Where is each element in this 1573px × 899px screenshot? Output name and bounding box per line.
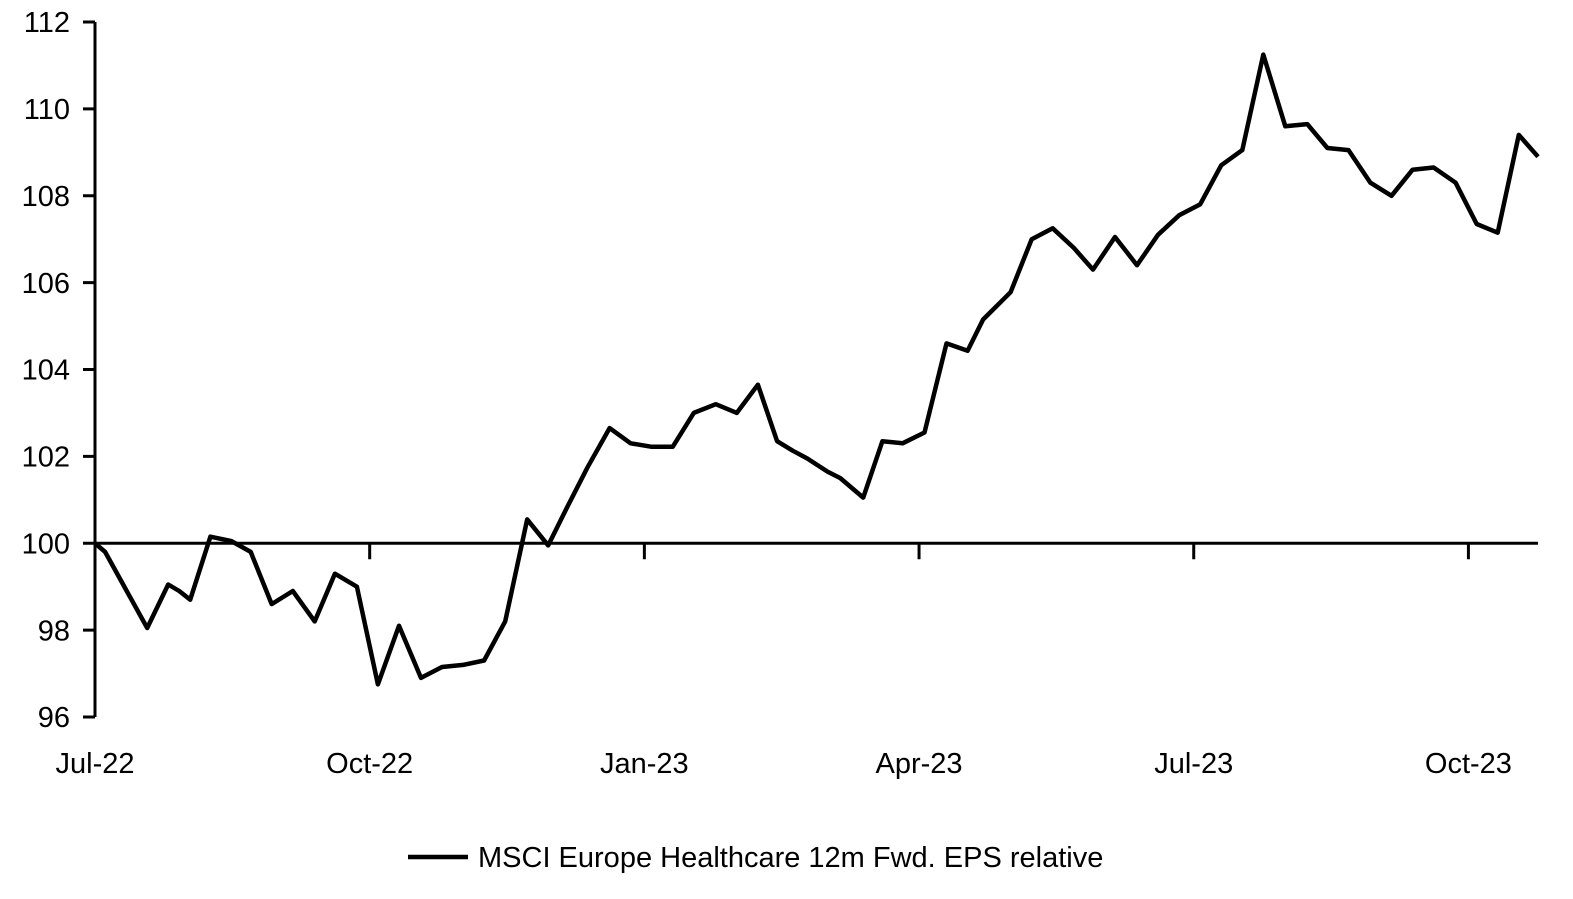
x-tick-label: Jul-23 [1154, 748, 1233, 780]
x-tick-label: Oct-23 [1425, 748, 1512, 780]
eps-relative-line [93, 52, 1540, 687]
y-tick-label: 110 [24, 94, 70, 126]
y-tick-label: 106 [22, 268, 70, 300]
y-tick-label: 102 [22, 442, 70, 474]
x-tick-label: Oct-22 [326, 748, 413, 780]
y-tick-label: 100 [22, 528, 70, 560]
data-series [93, 52, 1540, 687]
y-tick-label: 104 [22, 355, 70, 387]
y-tick-label: 98 [38, 615, 70, 647]
x-tick-label: Jan-23 [600, 748, 689, 780]
y-tick-label: 112 [24, 7, 70, 39]
y-axis: 96 98 100 102 104 106 108 110 112 [22, 7, 97, 734]
x-axis-ticks [368, 543, 1470, 560]
x-axis-labels: Jul-22 Oct-22 Jan-23 Apr-23 Jul-23 Oct-23 [56, 748, 1512, 780]
y-tick-label: 96 [38, 702, 70, 734]
legend: MSCI Europe Healthcare 12m Fwd. EPS rela… [408, 842, 1103, 874]
x-tick-label: Apr-23 [876, 748, 963, 780]
legend-label: MSCI Europe Healthcare 12m Fwd. EPS rela… [478, 842, 1103, 874]
y-tick-label: 108 [22, 181, 70, 213]
x-tick-label: Jul-22 [56, 748, 135, 780]
